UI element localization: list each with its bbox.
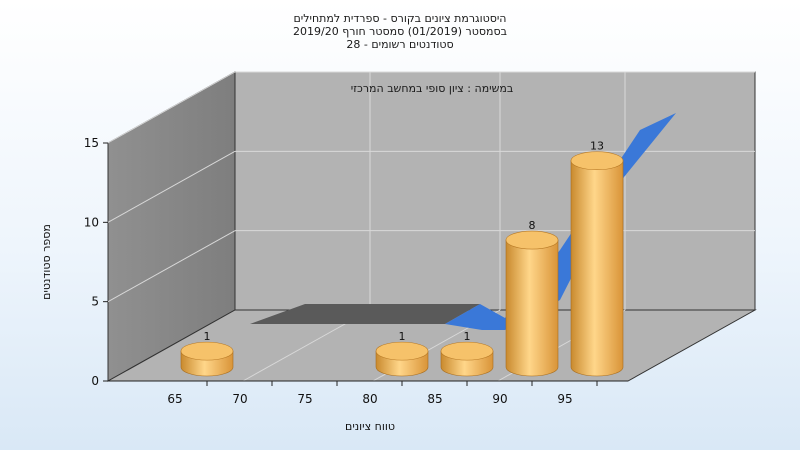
- y-tick-label-5: 5: [91, 295, 99, 309]
- bar-90: 8: [505, 219, 559, 377]
- data-label-80: 1: [399, 330, 406, 343]
- y-tick-label-10: 10: [84, 215, 99, 229]
- plot-back-wall: [234, 71, 756, 311]
- chart-subtitle: במשימה : ציון סופי במחשב המרכזי: [351, 82, 514, 95]
- chart-title-line-2: בסמסטר (01/2019) סמסטר חורף 2019/20: [293, 25, 507, 38]
- gridline-left-10: [107, 150, 236, 223]
- bar-85: 1: [440, 330, 494, 377]
- y-axis-ticks: 0 5 10 15: [84, 136, 108, 388]
- x-tick-label-85: 85: [427, 392, 442, 406]
- chart-title-line-1: היסטוגרמת ציונים בקורס - ספרדית למתחילים: [294, 12, 507, 25]
- x-tick-label-70: 70: [232, 392, 247, 406]
- gridline-left-5: [107, 230, 236, 303]
- chart-title-line-3: סטודנטים רשומים - 28: [346, 38, 453, 51]
- bar-top-95: [570, 151, 624, 171]
- bar-65: 1: [180, 330, 234, 377]
- x-tick-label-75: 75: [297, 392, 312, 406]
- data-label-85: 1: [464, 330, 471, 343]
- data-label-95: 13: [590, 140, 604, 153]
- bar-80: 1: [375, 330, 429, 377]
- gridline-left-15: [107, 71, 236, 144]
- data-label-90: 8: [529, 219, 536, 232]
- bar-top-85: [440, 341, 494, 361]
- x-tick-label-65: 65: [167, 392, 182, 406]
- y-tick-label-0: 0: [91, 374, 99, 388]
- x-axis-ticks: 65 70 75 80 85 90 95: [167, 381, 598, 406]
- data-label-65: 1: [204, 330, 211, 343]
- back-series-flat: [250, 304, 480, 324]
- bar-series: 1 1 1 8 13: [180, 140, 624, 377]
- bar-body-90: [505, 239, 559, 377]
- y-tick-label-15: 15: [84, 136, 99, 150]
- bar-top-90: [505, 230, 559, 250]
- bar-body-95: [570, 160, 624, 377]
- x-tick-label-80: 80: [362, 392, 377, 406]
- y-axis-label: מספר סטודנטים: [40, 224, 53, 300]
- x-axis-label: טווח ציונים: [345, 420, 395, 433]
- bar-top-80: [375, 341, 429, 361]
- x-tick-label-95: 95: [557, 392, 572, 406]
- x-tick-label-90: 90: [492, 392, 507, 406]
- bar-95: 13: [570, 140, 624, 377]
- bar-top-65: [180, 341, 234, 361]
